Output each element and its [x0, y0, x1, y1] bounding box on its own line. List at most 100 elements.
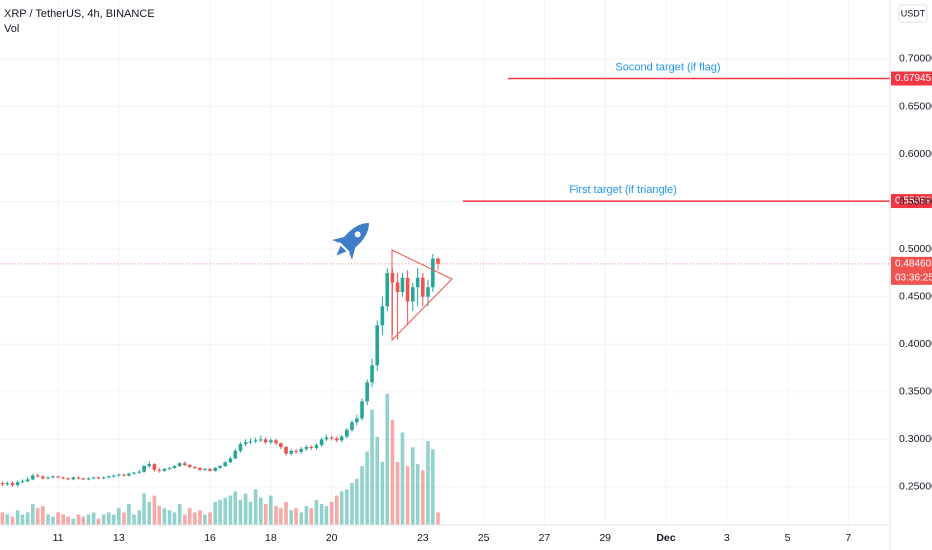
- candle-body: [355, 418, 359, 423]
- candle-body: [86, 478, 91, 480]
- volume-bar: [177, 504, 182, 525]
- candle-body: [187, 465, 192, 467]
- candle-body: [345, 429, 349, 437]
- candle-body: [66, 478, 70, 480]
- candle-body: [117, 474, 121, 476]
- volume-bar: [228, 495, 233, 525]
- volume-bar: [284, 501, 288, 525]
- volume-bar: [111, 514, 116, 525]
- volume-bar: [415, 464, 420, 525]
- price-label-box: [891, 71, 932, 86]
- volume-bar: [426, 441, 430, 525]
- candle-body: [20, 481, 25, 483]
- candle-body: [213, 467, 218, 471]
- volume-bar: [15, 510, 20, 525]
- y-tick-label: 0.70000: [899, 53, 932, 65]
- volume-bar: [46, 514, 50, 525]
- volume-bar: [213, 501, 218, 525]
- volume-bar: [436, 512, 440, 525]
- volume-bar: [81, 516, 86, 525]
- candle-body: [0, 483, 5, 485]
- volume-bar: [339, 491, 344, 525]
- candle-body: [223, 462, 228, 467]
- candle-body: [46, 477, 50, 479]
- candle-body: [274, 440, 278, 444]
- volume-bar: [86, 514, 91, 525]
- candle-body: [289, 450, 293, 454]
- volume-bar: [253, 489, 258, 525]
- candle-body: [142, 466, 146, 472]
- candle-body: [284, 447, 288, 454]
- candle-body: [263, 439, 268, 443]
- volume-bar: [233, 491, 238, 525]
- candle-body: [183, 463, 187, 466]
- candle-body: [177, 463, 182, 467]
- candle-body: [400, 277, 405, 292]
- currency-button[interactable]: [898, 4, 928, 23]
- volume-bar: [41, 506, 45, 525]
- candle-body: [157, 469, 162, 471]
- volume-bar: [96, 518, 101, 525]
- candle-body: [193, 466, 197, 468]
- indicator-label: Vol: [4, 23, 19, 35]
- candle-body: [122, 474, 126, 476]
- volume-bar: [274, 506, 278, 525]
- volume-bar: [122, 512, 126, 525]
- x-tick-label: 16: [204, 532, 216, 544]
- volume-pane: [0, 393, 440, 525]
- candle-body: [203, 468, 207, 470]
- candle-body: [314, 445, 319, 448]
- volume-bar: [334, 495, 339, 525]
- x-tick-label: 5: [785, 532, 791, 544]
- candle-body: [61, 477, 66, 479]
- volume-bar: [289, 510, 293, 525]
- candle-body: [167, 467, 172, 469]
- candle-body: [162, 468, 167, 471]
- candle-body: [350, 422, 354, 430]
- candle-body: [76, 477, 81, 479]
- volume-bar: [137, 510, 142, 525]
- candle-body: [370, 365, 374, 383]
- volume-bar: [10, 516, 15, 525]
- candle-body: [436, 258, 440, 264]
- volume-bar: [309, 508, 314, 525]
- last-price-box: [891, 256, 932, 285]
- candle-body: [360, 401, 364, 419]
- candle-body: [248, 441, 253, 443]
- candle-body: [228, 458, 233, 463]
- volume-bar: [208, 512, 212, 525]
- volume-bar: [35, 508, 40, 525]
- x-tick-label: Dec: [656, 532, 675, 544]
- volume-bar: [5, 514, 10, 525]
- candle-body: [111, 475, 116, 477]
- target-annotation: First target (if triangle): [569, 184, 677, 196]
- volume-bar: [218, 499, 222, 525]
- volume-bar: [258, 497, 263, 525]
- candle-body: [243, 442, 248, 445]
- volume-bar: [107, 512, 111, 525]
- volume-bar: [31, 504, 35, 525]
- volume-bar: [304, 506, 309, 525]
- overlay: Socond target (if flag) 0.67945 First targ…: [0, 61, 932, 285]
- volume-bar: [51, 516, 55, 525]
- x-tick-label: 27: [539, 532, 551, 544]
- volume-bar: [167, 510, 172, 525]
- volume-bar: [172, 512, 177, 525]
- candles: [0, 253, 440, 487]
- candle-body: [31, 475, 35, 480]
- candle-body: [421, 277, 425, 297]
- volume-bar: [380, 462, 385, 525]
- candle-body: [324, 437, 329, 440]
- candle-body: [238, 444, 243, 451]
- volume-bar: [91, 512, 96, 525]
- candle-body: [137, 471, 142, 473]
- volume-bar: [350, 483, 354, 525]
- candle-body: [334, 438, 339, 441]
- candle-body: [107, 476, 111, 478]
